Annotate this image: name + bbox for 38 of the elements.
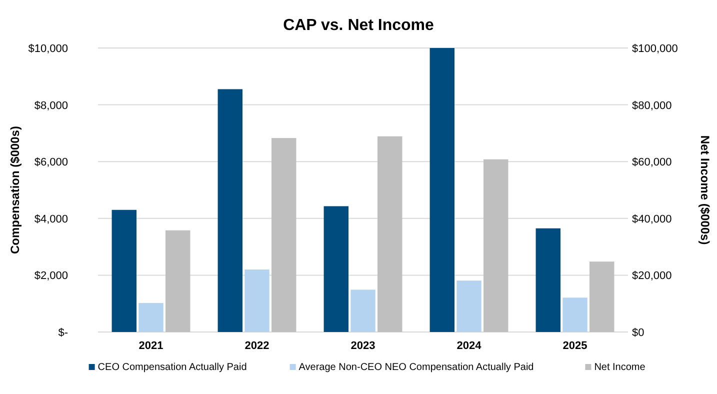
y2-tick-label: $0 (632, 327, 644, 339)
y-tick-label: $8,000 (34, 100, 68, 112)
y-tick-label: $10,000 (28, 43, 68, 55)
y-tick-label: $2,000 (34, 270, 68, 282)
y2-tick-label: $40,000 (632, 213, 672, 226)
y2-tick-label: $20,000 (632, 270, 672, 282)
bar (244, 270, 270, 332)
bar (138, 303, 164, 332)
legend-label: Average Non-CEO NEO Compensation Actually Paid (298, 362, 534, 373)
bar (562, 298, 588, 332)
bar (166, 230, 190, 332)
bar (350, 290, 376, 332)
legend-label: Net Income (594, 362, 646, 373)
bar (590, 262, 614, 332)
y-tick-label: $6,000 (34, 156, 68, 169)
x-tick-label: 2023 (350, 340, 376, 352)
bar (536, 228, 560, 332)
x-tick-label: 2021 (138, 340, 164, 352)
x-tick-label: 2025 (562, 340, 588, 352)
bar (272, 138, 296, 332)
bar (324, 206, 348, 332)
y-axis-title: Compensation ($000s) (8, 126, 22, 254)
bar (484, 159, 508, 332)
y2-tick-label: $60,000 (632, 156, 672, 169)
chart-title: CAP vs. Net Income (283, 17, 434, 34)
bar (218, 89, 242, 332)
x-tick-label: 2024 (456, 340, 482, 352)
y2-axis-title: Net Income ($000s) (698, 135, 712, 245)
y-tick-label: $- (58, 327, 68, 339)
y-tick-label: $4,000 (34, 213, 68, 226)
y2-tick-label: $80,000 (632, 100, 672, 112)
bar (112, 210, 136, 332)
bar (378, 136, 402, 332)
x-tick-label: 2022 (244, 340, 270, 352)
y2-tick-label: $100,000 (632, 43, 678, 55)
bar (430, 48, 454, 332)
bar (456, 280, 482, 332)
legend-label: CEO Compensation Actually Paid (98, 362, 247, 373)
